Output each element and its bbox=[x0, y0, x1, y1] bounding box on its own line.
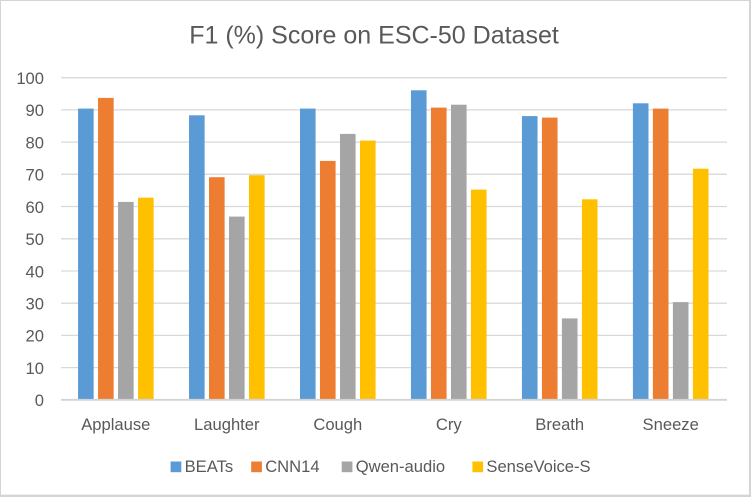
svg-text:50: 50 bbox=[26, 230, 44, 249]
svg-text:CNN14: CNN14 bbox=[265, 457, 319, 476]
svg-text:60: 60 bbox=[26, 198, 44, 217]
svg-text:Qwen-audio: Qwen-audio bbox=[356, 457, 445, 476]
svg-text:Breath: Breath bbox=[535, 415, 584, 434]
svg-text:Cry: Cry bbox=[436, 415, 463, 434]
svg-text:0: 0 bbox=[35, 391, 44, 410]
svg-text:Sneeze: Sneeze bbox=[643, 415, 699, 434]
svg-text:Cough: Cough bbox=[313, 415, 362, 434]
svg-text:BEATs: BEATs bbox=[185, 457, 234, 476]
svg-text:100: 100 bbox=[16, 69, 44, 88]
svg-text:90: 90 bbox=[26, 101, 44, 120]
svg-text:80: 80 bbox=[26, 133, 44, 152]
svg-text:10: 10 bbox=[26, 359, 44, 378]
svg-text:F1 (%) Score on ESC-50 Dataset: F1 (%) Score on ESC-50 Dataset bbox=[189, 22, 559, 50]
svg-text:30: 30 bbox=[26, 295, 44, 314]
svg-text:Applause: Applause bbox=[81, 415, 150, 434]
svg-text:Laughter: Laughter bbox=[194, 415, 260, 434]
svg-text:20: 20 bbox=[26, 327, 44, 346]
svg-text:SenseVoice-S: SenseVoice-S bbox=[486, 457, 590, 476]
svg-text:70: 70 bbox=[26, 166, 44, 185]
svg-text:40: 40 bbox=[26, 262, 44, 281]
